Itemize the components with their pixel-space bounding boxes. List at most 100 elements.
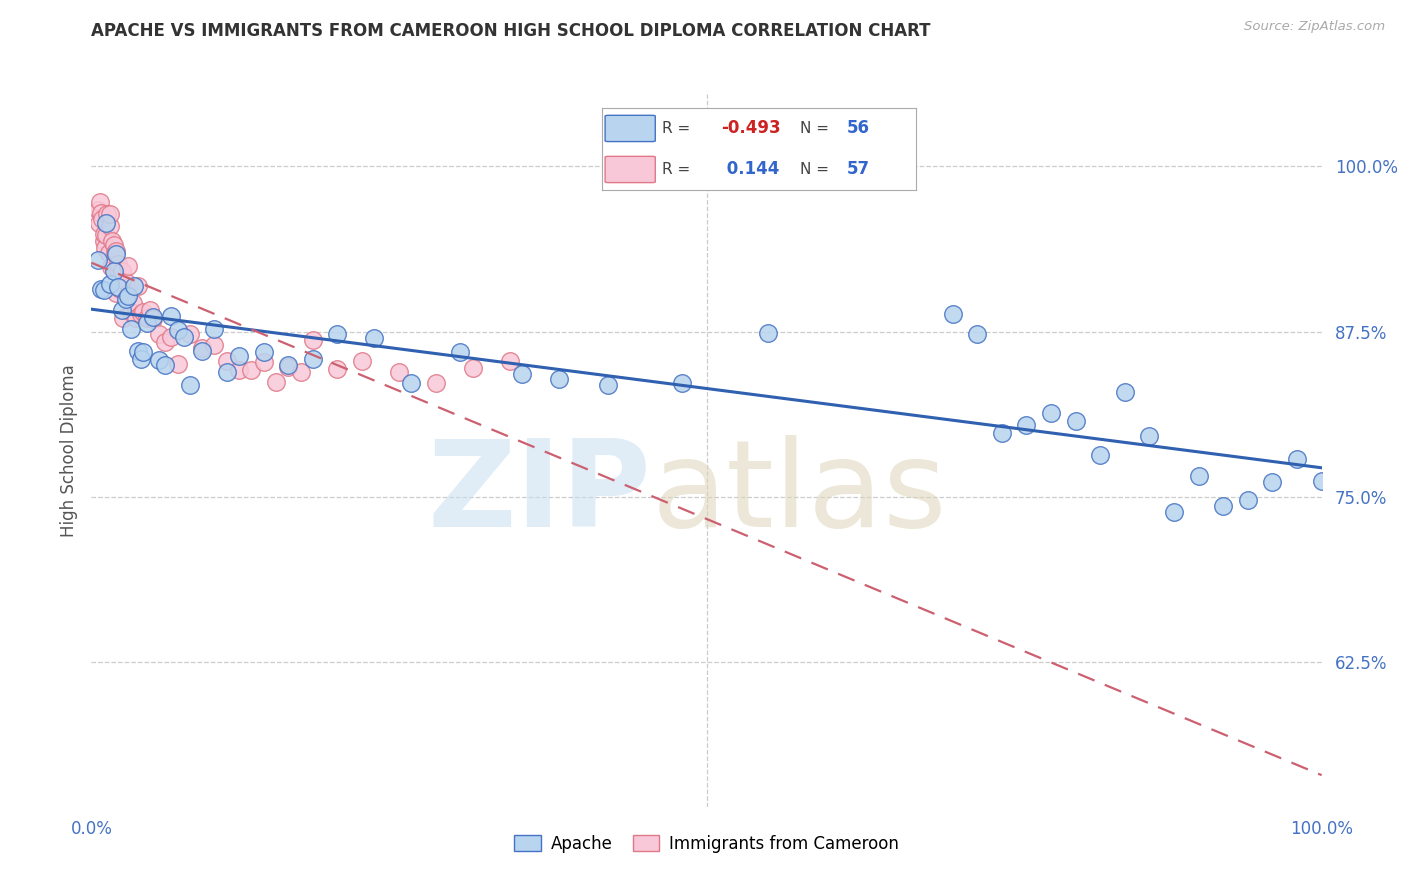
FancyBboxPatch shape [605,115,655,142]
Point [179,327,201,342]
Point [363,331,385,345]
Point [132,305,155,319]
Point [148,352,170,367]
Point [166,357,188,371]
Point [91,211,114,226]
Point [93,227,115,241]
Point [166,323,188,337]
Point [253,345,276,359]
Point [1187,468,1209,483]
Point [87,216,110,230]
Text: -0.493: -0.493 [721,120,780,137]
Point [107,257,129,271]
Point [301,333,323,347]
Text: R =: R = [662,121,690,136]
Point [124,311,146,326]
Point [399,376,422,391]
Point [160,329,183,343]
Point [124,279,146,293]
Point [449,344,471,359]
Point [117,259,139,273]
Point [179,378,201,392]
Text: N =: N = [800,121,828,136]
Point [94,241,117,255]
Y-axis label: High School Diploma: High School Diploma [59,364,77,537]
Point [103,238,125,252]
Point [1310,474,1333,488]
Point [114,292,138,306]
Point [97,246,120,260]
Point [135,311,157,326]
Point [98,207,121,221]
Point [105,286,127,301]
Point [86,203,108,218]
Text: Source: ZipAtlas.com: Source: ZipAtlas.com [1244,20,1385,33]
Point [1064,414,1087,428]
Point [1088,448,1111,462]
Point [1039,406,1063,420]
Point [153,358,177,372]
Point [1015,417,1038,432]
Text: ZIP: ZIP [427,434,651,552]
Point [326,362,349,376]
Point [498,354,520,368]
Point [117,289,139,303]
Point [142,310,165,325]
Point [1261,475,1284,490]
Point [1114,385,1136,400]
Point [122,295,145,310]
Point [142,311,165,326]
Point [966,327,988,342]
Point [153,335,177,350]
Point [127,279,149,293]
Point [129,352,152,367]
Point [108,282,131,296]
Point [117,286,139,301]
Point [148,327,170,342]
Point [90,206,112,220]
Text: 0.144: 0.144 [721,161,779,178]
Point [671,376,693,390]
Text: APACHE VS IMMIGRANTS FROM CAMEROON HIGH SCHOOL DIPLOMA CORRELATION CHART: APACHE VS IMMIGRANTS FROM CAMEROON HIGH … [91,22,931,40]
Text: R =: R = [662,162,690,177]
Point [547,372,569,386]
Point [352,354,374,368]
Point [139,303,162,318]
Point [228,363,250,377]
Point [98,277,121,292]
Point [103,264,125,278]
Point [90,282,112,296]
Point [101,234,124,248]
Point [173,329,195,343]
Point [160,310,183,324]
Point [215,365,238,379]
Point [86,253,108,268]
Text: N =: N = [800,162,828,177]
Point [93,283,115,297]
Point [941,307,963,321]
Point [510,367,533,381]
Point [596,377,619,392]
Point [388,365,411,379]
Point [96,207,118,221]
Point [1212,499,1234,513]
Point [107,280,129,294]
Point [120,322,142,336]
Point [93,235,115,249]
Text: atlas: atlas [651,434,946,552]
FancyBboxPatch shape [605,156,655,183]
Point [135,316,157,330]
Point [112,311,135,326]
Point [326,326,349,341]
Point [89,194,111,209]
Point [191,344,214,359]
Point [202,337,225,351]
Point [129,307,152,321]
Point [120,305,142,319]
Point [1285,452,1308,467]
Point [1163,505,1185,519]
Point [127,343,149,358]
Legend: Apache, Immigrants from Cameroon: Apache, Immigrants from Cameroon [508,829,905,860]
Point [228,349,250,363]
Text: 57: 57 [846,161,870,178]
